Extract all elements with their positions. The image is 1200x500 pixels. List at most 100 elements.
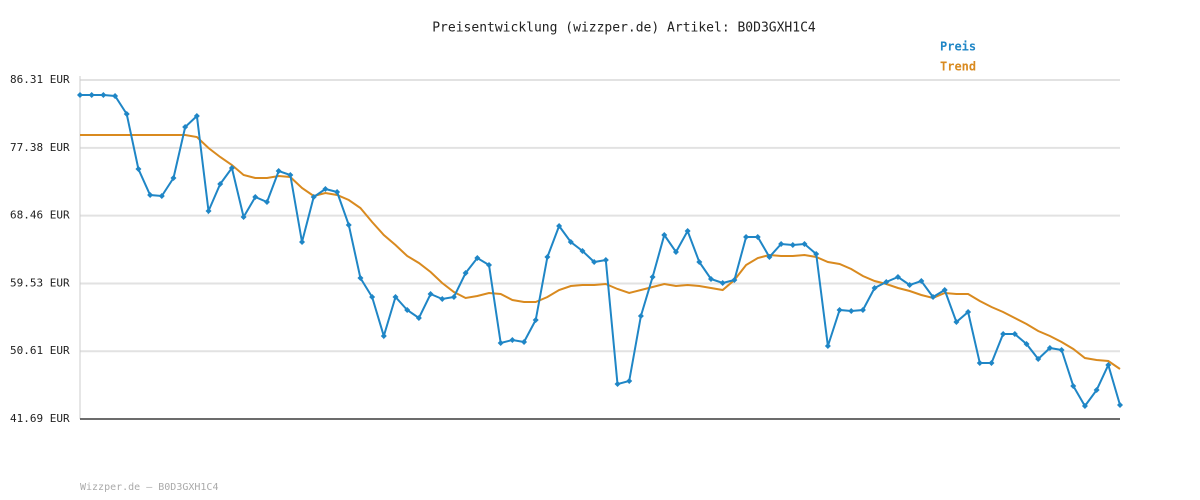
data-point (626, 378, 633, 385)
data-point (754, 234, 761, 241)
data-point (836, 306, 843, 313)
data-point (158, 193, 165, 200)
data-point (1117, 402, 1123, 409)
data-point (661, 231, 668, 238)
data-point (1058, 347, 1065, 354)
data-point (217, 181, 224, 188)
data-point (392, 293, 399, 300)
data-point (497, 340, 504, 347)
data-point (369, 293, 376, 300)
data-point (614, 381, 621, 388)
data-point (894, 274, 901, 281)
data-point (766, 254, 773, 261)
data-point (228, 164, 235, 171)
data-point (474, 255, 481, 262)
data-point (135, 166, 142, 173)
data-point (637, 312, 644, 319)
data-point (299, 238, 306, 245)
data-point (380, 333, 387, 340)
data-point (147, 192, 154, 199)
data-point (450, 293, 457, 300)
data-point (743, 234, 750, 241)
data-point (1011, 330, 1018, 337)
data-point (883, 279, 890, 286)
data-point (509, 336, 516, 343)
data-point (591, 259, 598, 266)
data-point (556, 223, 563, 230)
data-point (532, 317, 539, 324)
y-tick-label: 59.53 EUR (10, 276, 70, 289)
data-point (263, 199, 270, 206)
data-point (322, 186, 329, 193)
data-point (100, 91, 107, 98)
data-point (205, 207, 212, 214)
data-point (404, 306, 411, 313)
data-point (579, 248, 586, 255)
data-point (696, 259, 703, 266)
data-point (708, 275, 715, 282)
data-point (965, 309, 972, 316)
data-point (778, 241, 785, 248)
data-point (918, 278, 925, 285)
data-point (415, 315, 422, 322)
chart-title: Preisentwicklung (wizzper.de) Artikel: B… (432, 21, 816, 36)
data-point (439, 296, 446, 303)
y-tick-label: 68.46 EUR (10, 209, 70, 222)
data-point (182, 124, 189, 131)
data-point (193, 113, 200, 120)
data-point (252, 194, 259, 201)
data-point (240, 213, 247, 220)
data-point (287, 171, 294, 178)
data-point (801, 241, 808, 248)
data-point (275, 168, 282, 175)
y-tick-label: 50.61 EUR (10, 344, 70, 357)
legend-label: Preis (940, 40, 976, 54)
data-point (988, 360, 995, 367)
data-point (357, 274, 364, 281)
data-point (462, 269, 469, 276)
data-point (334, 188, 341, 195)
data-point (719, 280, 726, 287)
data-point (1105, 361, 1112, 368)
data-point (1046, 345, 1053, 352)
data-point (848, 308, 855, 315)
y-tick-label: 41.69 EUR (10, 412, 70, 425)
legend-label: Trend (940, 60, 976, 74)
data-point (88, 91, 95, 98)
series-line (80, 94, 1121, 408)
data-point (649, 274, 656, 281)
data-point (1000, 330, 1007, 337)
data-point (521, 339, 528, 346)
data-point (813, 250, 820, 257)
data-point (684, 228, 691, 235)
data-point (310, 194, 317, 201)
data-point (941, 286, 948, 293)
data-point (906, 281, 913, 288)
data-point (77, 91, 83, 98)
data-point (871, 285, 878, 292)
data-point (602, 256, 609, 263)
data-point (1081, 403, 1088, 410)
data-point (427, 291, 434, 298)
data-point (1070, 383, 1077, 390)
data-point (859, 306, 866, 313)
data-point (170, 175, 177, 182)
data-point (567, 238, 574, 245)
y-tick-label: 86.31 EUR (10, 73, 70, 86)
data-point (544, 254, 551, 261)
y-tick-label: 77.38 EUR (10, 141, 70, 154)
data-point (123, 111, 130, 118)
data-point (672, 249, 679, 256)
footer: Wizzper.de – B0D3GXH1C4 (80, 482, 218, 493)
data-point (112, 93, 119, 100)
data-point (345, 222, 352, 229)
data-point (1093, 387, 1100, 394)
data-point (930, 293, 937, 300)
data-point (1023, 341, 1030, 348)
data-point (731, 277, 738, 284)
data-point (976, 360, 983, 367)
data-point (1035, 355, 1042, 362)
data-point (953, 318, 960, 325)
